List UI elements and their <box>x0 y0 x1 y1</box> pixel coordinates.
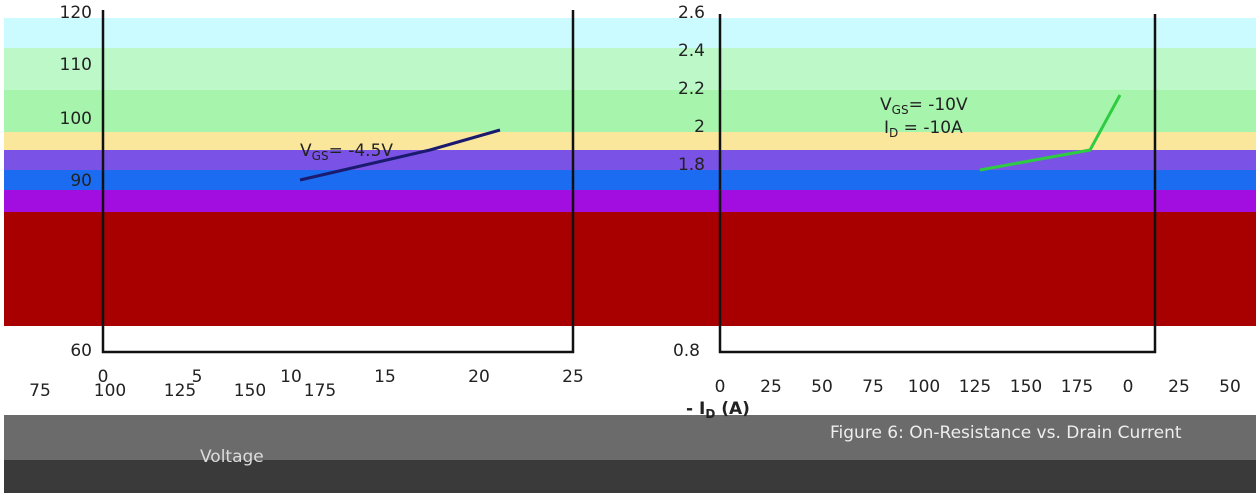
y-tick-label: 2.2 <box>678 79 705 99</box>
axis-label: - ID (A) <box>686 399 750 421</box>
x-tick-label: 75 <box>29 381 51 401</box>
screenshot: VGS= -4.5V VGS= -10V ID = -10A - ID (A) … <box>0 0 1260 493</box>
x-tick-label: 125 <box>959 377 991 397</box>
x-tick-label: 0 <box>715 377 726 397</box>
band <box>4 212 1256 326</box>
x-tick-label: 75 <box>862 377 884 397</box>
caption: Voltage <box>200 447 264 467</box>
x-tick-label: 50 <box>1219 377 1241 397</box>
band <box>4 90 1256 132</box>
x-tick-label: 100 <box>908 377 940 397</box>
y-tick-label: 60 <box>70 341 92 361</box>
y-tick-label: 100 <box>60 109 92 129</box>
x-tick-label: 15 <box>374 367 396 387</box>
x-tick-label: 125 <box>164 381 196 401</box>
band <box>4 18 1256 48</box>
x-tick-label: 175 <box>1061 377 1093 397</box>
y-tick-label: 90 <box>70 171 92 191</box>
x-tick-label: 175 <box>304 381 336 401</box>
x-tick-label: 150 <box>234 381 266 401</box>
x-tick-label: 50 <box>811 377 833 397</box>
band <box>4 460 1256 493</box>
x-tick-label: 150 <box>1010 377 1042 397</box>
caption: Figure 6: On-Resistance vs. Drain Curren… <box>830 423 1182 443</box>
x-tick-label: 10 <box>280 367 302 387</box>
band <box>4 132 1256 150</box>
x-tick-label: 25 <box>760 377 782 397</box>
y-tick-label: 2.4 <box>678 41 705 61</box>
y-tick-label: 2.6 <box>678 3 705 23</box>
y-tick-label: 2 <box>694 117 705 137</box>
band <box>4 170 1256 190</box>
y-tick-label: 110 <box>60 55 92 75</box>
y-tick-label: 0.8 <box>673 341 700 361</box>
x-tick-label: 20 <box>468 367 490 387</box>
x-tick-label: 25 <box>562 367 584 387</box>
band <box>4 190 1256 212</box>
y-tick-label: 120 <box>60 3 92 23</box>
x-tick-label: 0 <box>1123 377 1134 397</box>
x-tick-label: 25 <box>1168 377 1190 397</box>
x-tick-label: 100 <box>94 381 126 401</box>
band <box>4 48 1256 90</box>
y-tick-label: 1.8 <box>678 155 705 175</box>
